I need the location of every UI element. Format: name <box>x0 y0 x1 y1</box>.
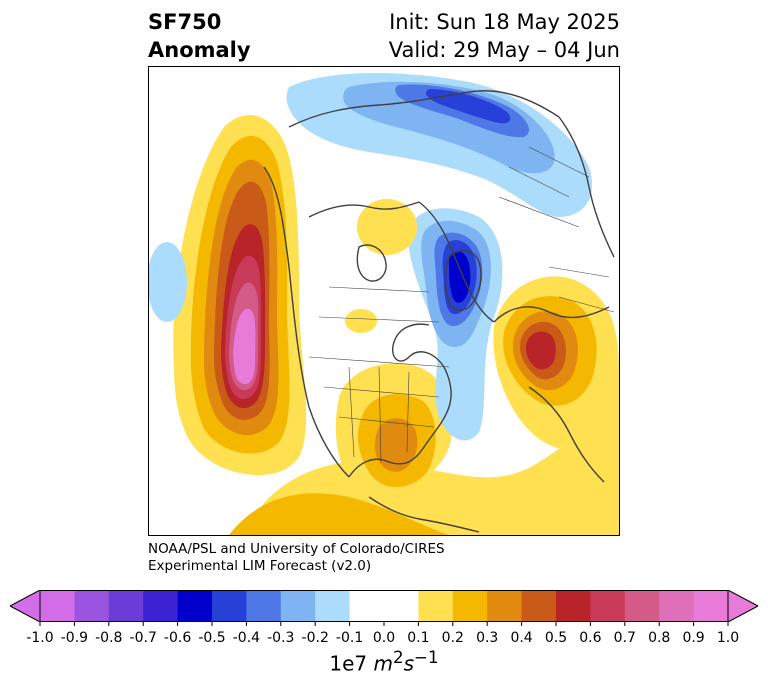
anomaly-positive-arctic-small <box>345 309 377 333</box>
units-m: m <box>373 651 393 676</box>
colorbar-swatch <box>521 590 557 622</box>
colorbar-tick-label: 0.1 <box>407 630 429 646</box>
colorbar-tick-label: -0.5 <box>198 630 225 646</box>
colorbar-tick-label: 0.2 <box>442 630 464 646</box>
colorbar-tick-label: 0.8 <box>648 630 670 646</box>
colorbar-tick-label: 0.3 <box>476 630 498 646</box>
colorbar-swatch <box>487 590 523 622</box>
colorbar-tick-label: -1.0 <box>26 630 53 646</box>
coastlines <box>263 90 615 533</box>
units-s: s <box>403 651 415 676</box>
colorbar-tick-label: 0.0 <box>373 630 395 646</box>
colorbar-tick-label: 1.0 <box>717 630 739 646</box>
colorbar-swatch <box>349 590 385 622</box>
map-svg <box>149 72 619 535</box>
anomaly-positive-europe-core <box>525 331 556 370</box>
units-prefix: 1e7 <box>329 651 368 676</box>
colorbar-swatch <box>143 590 179 622</box>
colorbar-tick-label: 0.5 <box>545 630 567 646</box>
anomaly-negative-west <box>149 242 187 322</box>
colorbar-swatch <box>590 590 626 622</box>
colorbar-swatch <box>212 590 247 622</box>
credit-line-2: Experimental LIM Forecast (v2.0) <box>148 558 372 574</box>
anomaly-subtitle: Anomaly <box>148 38 251 62</box>
colorbar-swatch <box>108 590 144 622</box>
units-m-exp: 2 <box>393 648 404 667</box>
colorbar-swatch <box>452 590 488 622</box>
anomaly-negative-greenland-core <box>449 251 471 303</box>
colorbar-tick-label: 0.6 <box>579 630 601 646</box>
colorbar <box>10 590 758 622</box>
colorbar-units: 1e7 m2s−1 <box>0 648 768 676</box>
colorbar-swatch <box>246 590 282 622</box>
colorbar-extend-low <box>10 590 41 622</box>
colorbar-swatch <box>624 590 660 622</box>
colorbar-swatch <box>384 590 419 622</box>
anomaly-positive-arctic <box>357 199 417 255</box>
colorbar-swatch <box>693 590 729 622</box>
colorbar-swatch <box>280 590 316 622</box>
colorbar-ticks: -1.0 -0.9 -0.8 -0.7 -0.6 -0.5 -0.4 -0.3 -0.2 -0.1… <box>26 622 739 646</box>
colorbar-swatch <box>40 590 75 622</box>
anomaly-positive-south-core <box>229 493 449 535</box>
colorbar-tick-label: 0.7 <box>614 630 636 646</box>
units-s-exp: −1 <box>414 648 439 667</box>
colorbar-tick-label: -0.1 <box>336 630 363 646</box>
credit-block: NOAA/PSL and University of Colorado/CIRE… <box>148 541 445 575</box>
colorbar-extend-high <box>727 590 758 622</box>
colorbar-swatch <box>556 590 591 622</box>
colorbar-swatch <box>177 590 213 622</box>
colorbar-swatch <box>74 590 110 622</box>
credit-line-1: NOAA/PSL and University of Colorado/CIRE… <box>148 541 445 557</box>
colorbar-swatch <box>418 590 454 622</box>
anomaly-negative-north-core <box>425 89 511 124</box>
valid-date: Valid: 29 May – 04 Jun <box>388 38 620 62</box>
colorbar-tick-label: -0.9 <box>61 630 88 646</box>
colorbar-border <box>39 590 729 622</box>
colorbar-tick-label: -0.3 <box>267 630 294 646</box>
colorbar-tick-label: -0.2 <box>302 630 329 646</box>
colorbar-tick-label: -0.4 <box>233 630 260 646</box>
colorbar-tick-label: 0.9 <box>682 630 704 646</box>
colorbar-tick-label: -0.8 <box>95 630 122 646</box>
colorbar-tick-label: 0.4 <box>510 630 532 646</box>
colorbar-tick-label: -0.7 <box>130 630 157 646</box>
colorbar-swatch <box>315 590 351 622</box>
colorbar-swatch <box>659 590 695 622</box>
init-date: Init: Sun 18 May 2025 <box>389 10 620 34</box>
borders <box>308 146 615 463</box>
title-block: SF750 Anomaly <box>148 8 251 64</box>
anomaly-positive-east-us-core <box>375 418 418 472</box>
date-block: Init: Sun 18 May 2025 Valid: 29 May – 04… <box>389 8 620 64</box>
variable-title: SF750 <box>148 10 222 34</box>
anomaly-positive-pacific-core <box>233 308 256 385</box>
colorbar-tick-label: -0.6 <box>164 630 191 646</box>
map-panel <box>148 66 620 536</box>
